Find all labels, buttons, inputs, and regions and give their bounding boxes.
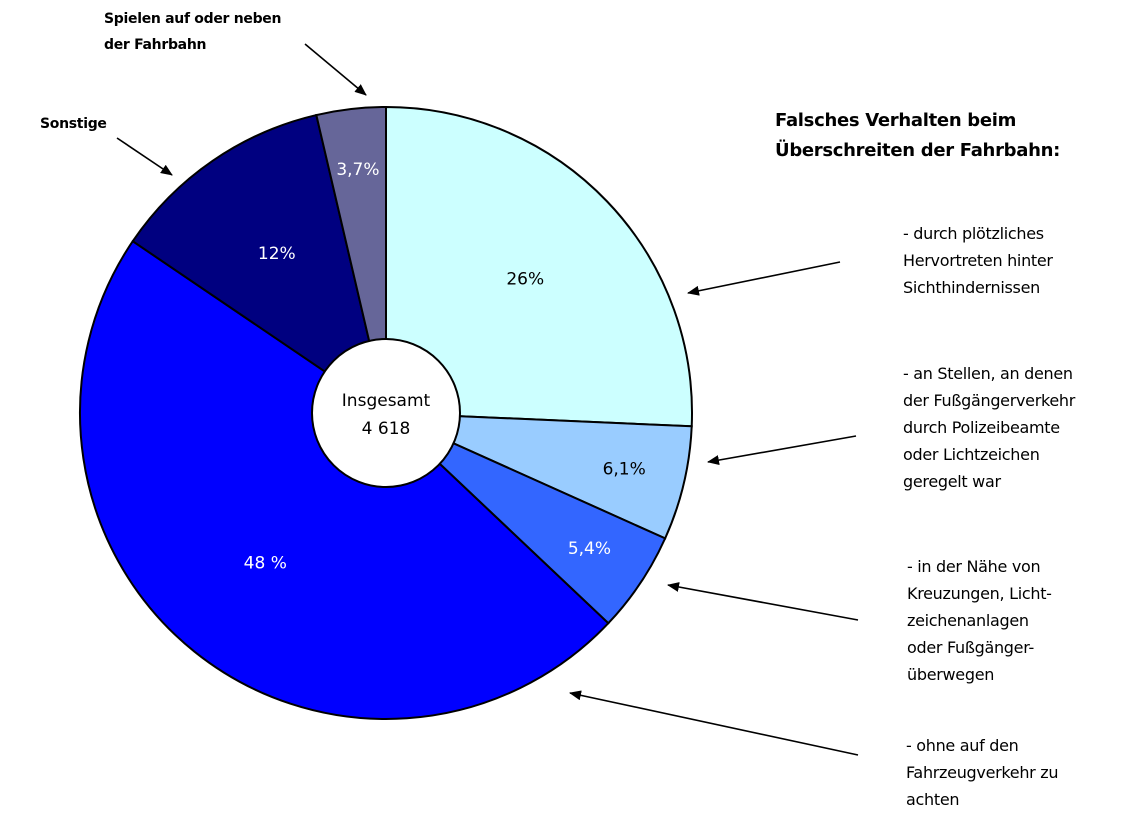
arrow — [304, 43, 367, 96]
category-label: Sonstige — [40, 116, 107, 132]
pie: 26% 6,1% 5,4% 48 % 12% 3,7% — [79, 105, 693, 720]
center-label: Insgesamt — [342, 391, 431, 411]
pie-slice — [385, 105, 693, 428]
center-circle — [311, 338, 461, 488]
value-label: 6,1% — [603, 459, 646, 479]
arrow — [707, 435, 857, 466]
legend-title: Falsches Verhalten beim Überschreiten de… — [775, 110, 1061, 161]
value-label: 26% — [506, 270, 544, 290]
arrow — [116, 137, 173, 176]
pie-slice — [315, 105, 387, 414]
category-label: Spielen auf oder neben der Fahrbahn — [104, 11, 282, 53]
category-label: - an Stellen, an denen der Fußgängerverk… — [903, 364, 1076, 491]
category-label: - in der Nähe von Kreuzungen, Licht- zei… — [907, 557, 1052, 684]
value-label: 48 % — [244, 553, 287, 573]
arrow — [667, 582, 859, 621]
pie-slice — [79, 239, 610, 720]
value-label: 12% — [258, 244, 296, 264]
category-label: - ohne auf den Fahrzeugverkehr zu achten — [906, 736, 1059, 809]
center-total: 4 618 — [362, 419, 411, 439]
category-label: - durch plötzliches Hervortreten hinter … — [903, 224, 1053, 297]
arrow — [569, 690, 859, 756]
pie-slice — [131, 113, 388, 416]
value-label: 3,7% — [336, 160, 379, 180]
arrow — [687, 261, 841, 296]
value-label: 5,4% — [568, 539, 611, 559]
